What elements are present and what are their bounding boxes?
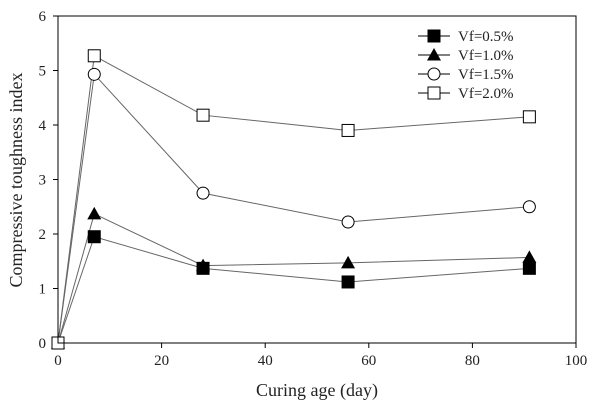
data-point [87, 49, 101, 63]
data-point [341, 255, 356, 269]
y-tick-label: 0 [39, 336, 47, 352]
data-point [196, 258, 211, 272]
x-tick-label: 100 [565, 353, 588, 369]
plot-frame [57, 15, 577, 344]
legend-item: Vf=0.5% [418, 29, 514, 45]
data-point [522, 110, 536, 124]
y-tick-label: 4 [39, 118, 47, 134]
series-group [51, 49, 537, 350]
legend-item: Vf=2.0% [418, 86, 514, 102]
series-3 [57, 73, 530, 344]
legend-marker [427, 67, 441, 81]
series-line [57, 73, 530, 344]
legend-item: Vf=1.0% [418, 48, 514, 64]
series-line [57, 236, 530, 344]
data-point [341, 123, 355, 137]
y-tick-label: 2 [39, 227, 47, 243]
legend-marker [427, 48, 441, 61]
y-tick-label: 5 [39, 64, 47, 80]
legend-marker [427, 29, 441, 43]
data-point [341, 215, 355, 229]
x-tick-label: 0 [54, 353, 62, 369]
y-tick-label: 3 [39, 173, 47, 189]
y-tick-label: 6 [39, 9, 47, 25]
data-point [522, 261, 536, 275]
legend-item: Vf=1.5% [418, 67, 514, 83]
series-1-points [51, 230, 536, 350]
x-axis-title: Curing age (day) [256, 380, 378, 401]
legend-label: Vf=0.5% [458, 29, 514, 45]
series-3-points [51, 67, 536, 350]
x-tick-label: 60 [361, 353, 376, 369]
legend: Vf=0.5% Vf=1.0% Vf=1.5% Vf=2.0% [418, 29, 514, 102]
legend-marker [427, 86, 441, 100]
x-tick-label: 20 [154, 353, 169, 369]
data-point [522, 250, 537, 263]
data-point [87, 206, 102, 220]
series-2 [57, 213, 530, 344]
y-axis-title: Compressive toughness index [6, 73, 26, 288]
data-point [341, 275, 355, 289]
x-tick-label: 40 [258, 353, 273, 369]
data-point [87, 67, 101, 81]
x-tick-label: 80 [465, 353, 480, 369]
data-point [196, 108, 210, 122]
legend-label: Vf=1.5% [458, 67, 514, 83]
data-point [196, 186, 210, 200]
axis-ticks: 0 20 40 60 80 100 0 1 2 3 4 5 6 [39, 9, 588, 369]
data-point [522, 200, 536, 214]
series-line [57, 213, 530, 344]
data-point [87, 230, 101, 244]
legend-label: Vf=2.0% [458, 86, 514, 102]
series-1 [57, 236, 530, 344]
legend-label: Vf=1.0% [458, 48, 514, 64]
y-tick-label: 1 [39, 282, 47, 298]
